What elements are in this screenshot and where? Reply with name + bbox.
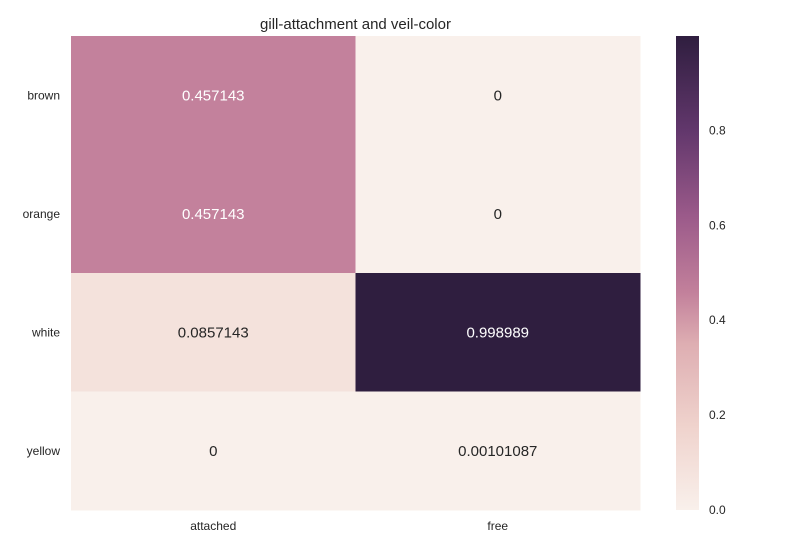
colorbar-tick-label: 0.6: [709, 218, 726, 232]
heatmap-cell-orange-free: [355, 154, 641, 274]
x-axis-tick-labels: attached free: [190, 519, 508, 533]
heatmap-cell-labels: 0.457143 0 0.457143 0 0.0857143 0.998989 0 0.00…: [178, 87, 538, 460]
heatmap-cell-yellow-attached: [71, 391, 356, 511]
y-tick-label: white: [31, 325, 60, 339]
heatmap-cell-brown-attached: [71, 36, 356, 155]
heatmap-cell-white-attached: [71, 273, 356, 392]
cell-value-label: 0.457143: [182, 87, 245, 104]
cell-value-label: 0: [494, 206, 502, 223]
heatmap-cell-white-free: [355, 273, 641, 392]
colorbar-tick-label: 0.2: [709, 408, 726, 422]
heatmap-cell-brown-free: [355, 36, 641, 155]
x-tick-label: attached: [190, 519, 236, 533]
y-tick-label: brown: [27, 88, 60, 102]
x-tick-label: free: [487, 519, 508, 533]
cell-value-label: 0.998989: [466, 324, 529, 341]
heatmap-cell-yellow-free: [355, 391, 641, 511]
colorbar-tick-label: 0.8: [709, 123, 726, 137]
chart-title: gill-attachment and veil-color: [260, 16, 451, 33]
colorbar-tick-label: 0.0: [709, 503, 726, 517]
colorbar-tick-labels: 0.0 0.2 0.4 0.6 0.8: [709, 123, 726, 517]
cell-value-label: 0.457143: [182, 206, 245, 223]
heatmap-cells: [71, 36, 641, 511]
cell-value-label: 0: [494, 87, 502, 104]
y-tick-label: orange: [23, 207, 61, 221]
colorbar-tick-label: 0.4: [709, 313, 726, 327]
cell-value-label: 0: [209, 443, 217, 460]
colorbar: [676, 36, 699, 510]
y-axis-tick-labels: brown orange white yellow: [23, 88, 61, 458]
heatmap-cell-orange-attached: [71, 154, 356, 274]
cell-value-label: 0.0857143: [178, 324, 249, 341]
cell-value-label: 0.00101087: [458, 443, 537, 460]
y-tick-label: yellow: [27, 444, 61, 458]
